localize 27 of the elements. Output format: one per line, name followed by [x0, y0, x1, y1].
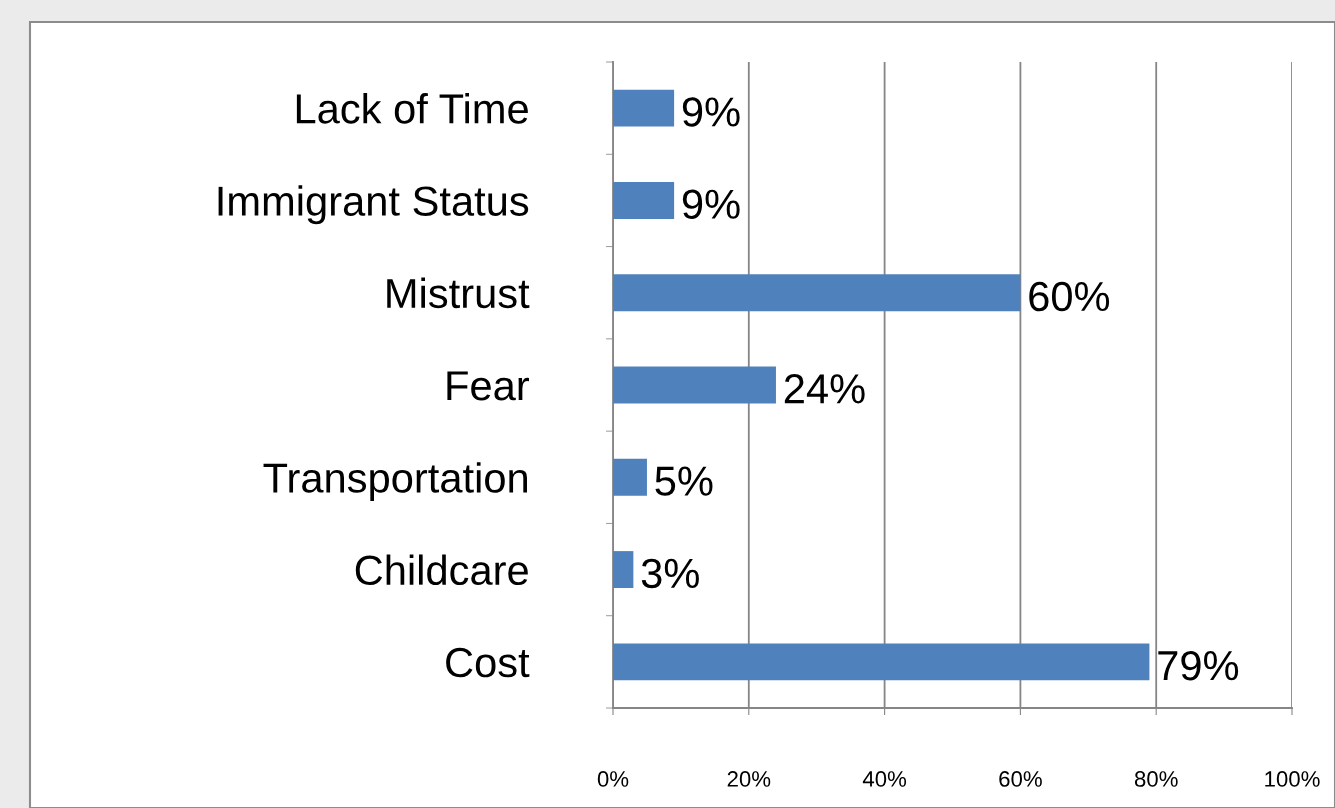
y-tick-label: Immigrant Status [218, 185, 529, 225]
bar [613, 89, 675, 127]
bar [613, 458, 647, 496]
x-tick-label: 20% [727, 771, 771, 787]
y-tick-label: Lack of Time [296, 93, 528, 124]
data-label: 60% [1029, 281, 1110, 312]
y-tick-label: Transportation [263, 462, 527, 502]
bar [613, 366, 776, 404]
data-label: 24% [784, 374, 865, 404]
x-tick-label: 100% [1265, 771, 1320, 787]
y-tick-label: Mistrust [387, 277, 530, 309]
y-tick-label: Cost [446, 647, 530, 678]
bar [613, 551, 634, 589]
bar [613, 181, 675, 219]
x-tick-label: 0% [597, 771, 629, 787]
bar [613, 274, 1021, 312]
data-label: 5% [655, 466, 713, 496]
data-label: 3% [641, 558, 699, 589]
y-tick-label: Fear [447, 371, 529, 401]
x-tick-label: 80% [1134, 771, 1178, 787]
x-tick-label: 60% [999, 771, 1042, 787]
x-tick-label: 40% [862, 771, 907, 787]
data-label: 9% [682, 189, 740, 219]
data-label: 9% [682, 97, 740, 127]
y-tick-label: Childcare [355, 554, 528, 586]
data-label: 79% [1158, 650, 1239, 681]
bar [613, 643, 1150, 681]
